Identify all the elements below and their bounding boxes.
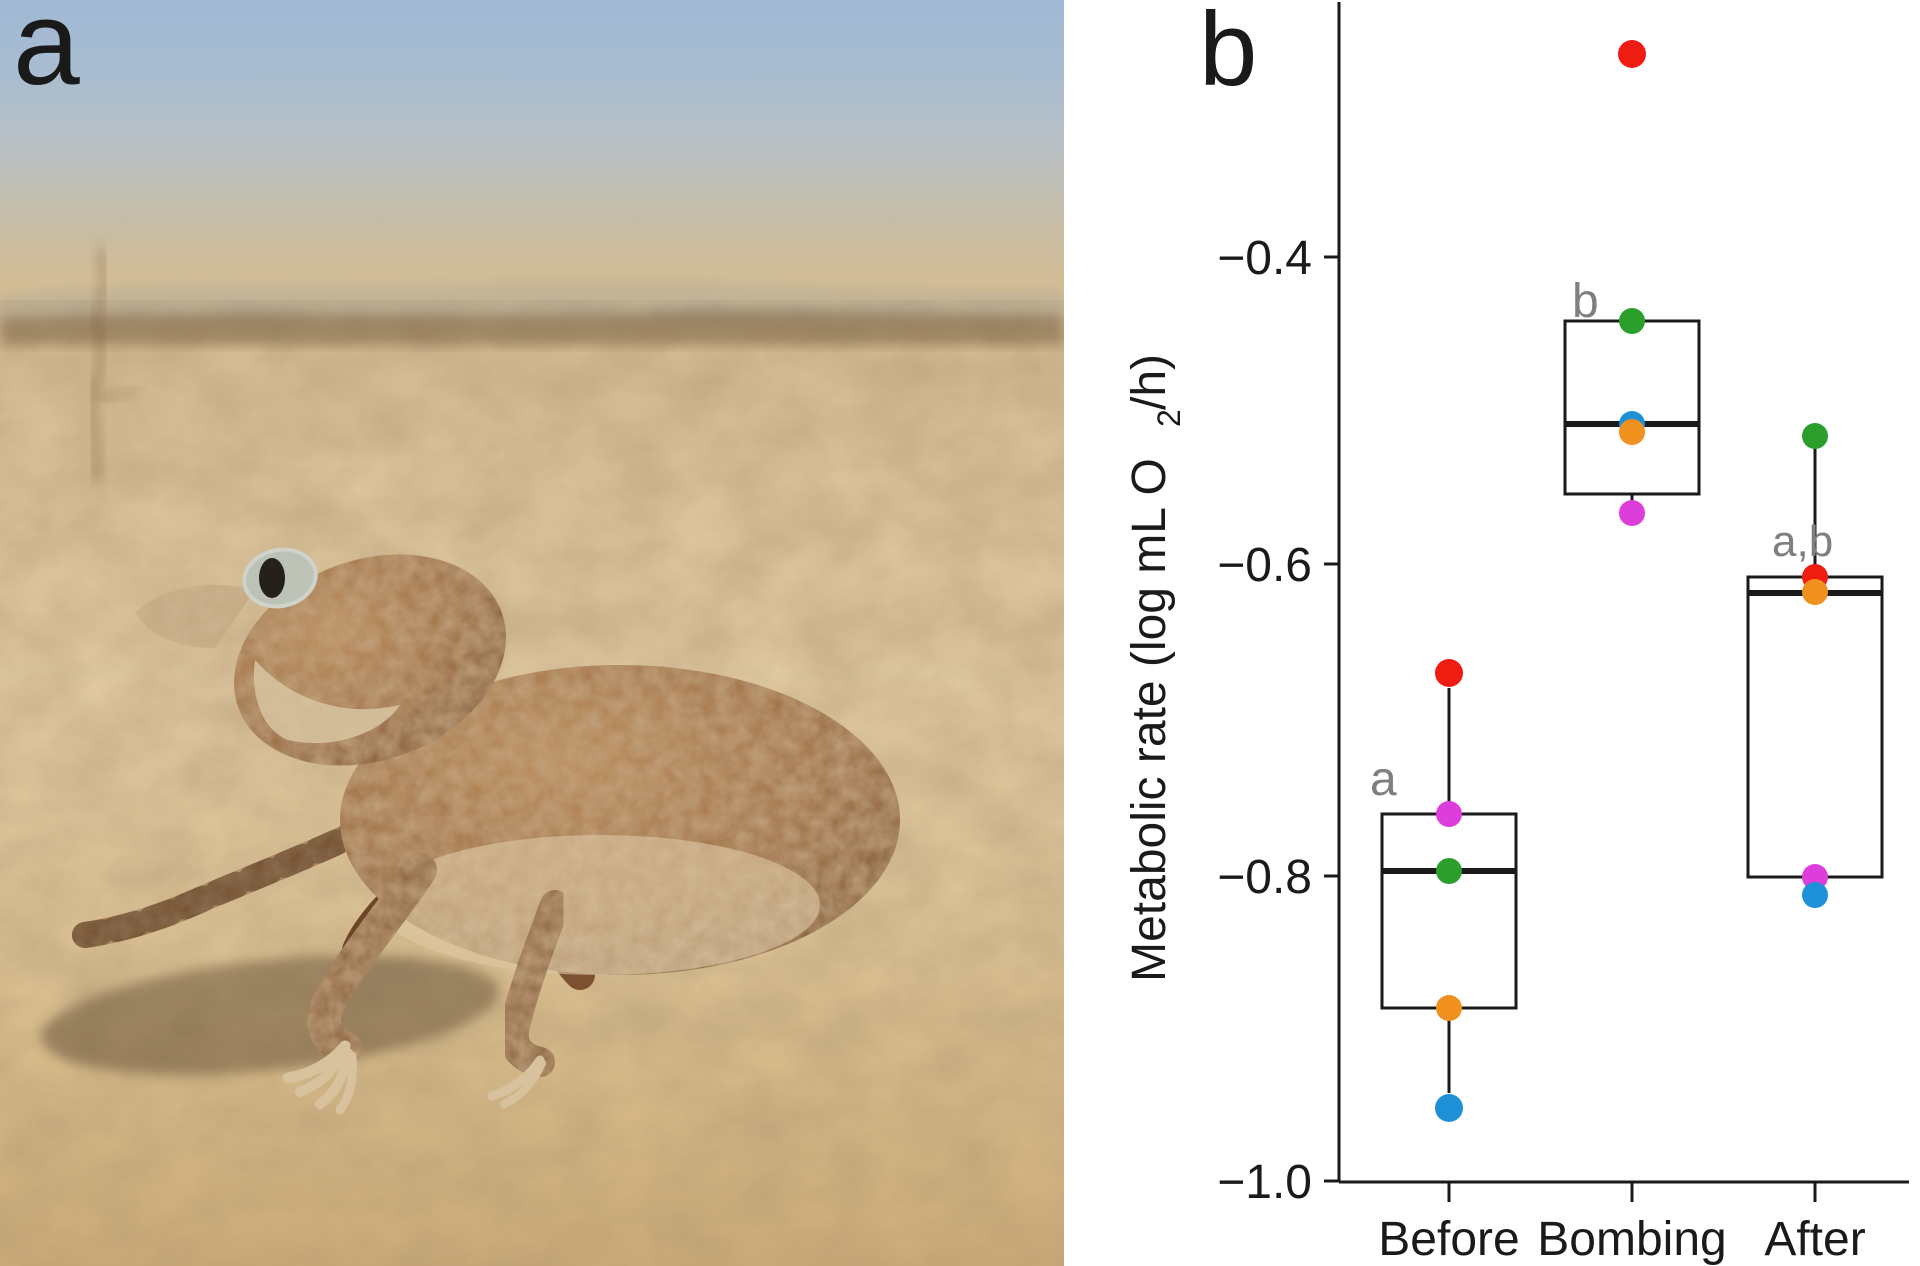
svg-text:−0.4: −0.4 <box>1217 232 1312 285</box>
svg-text:2: 2 <box>1151 409 1187 427</box>
svg-text:b: b <box>1199 0 1257 108</box>
svg-text:After: After <box>1764 1213 1865 1266</box>
svg-text:Before: Before <box>1378 1213 1519 1266</box>
svg-text:b: b <box>1572 275 1599 328</box>
svg-text:Metabolic rate (log mL O: Metabolic rate (log mL O <box>1123 458 1176 982</box>
svg-text:a: a <box>1370 753 1397 806</box>
svg-text:a,b: a,b <box>1772 517 1833 566</box>
svg-text:Bombing: Bombing <box>1537 1213 1726 1266</box>
svg-text:/h): /h) <box>1123 354 1176 410</box>
svg-text:−1.0: −1.0 <box>1217 1156 1312 1209</box>
svg-text:−0.8: −0.8 <box>1217 851 1312 904</box>
svg-text:−0.6: −0.6 <box>1217 539 1312 592</box>
